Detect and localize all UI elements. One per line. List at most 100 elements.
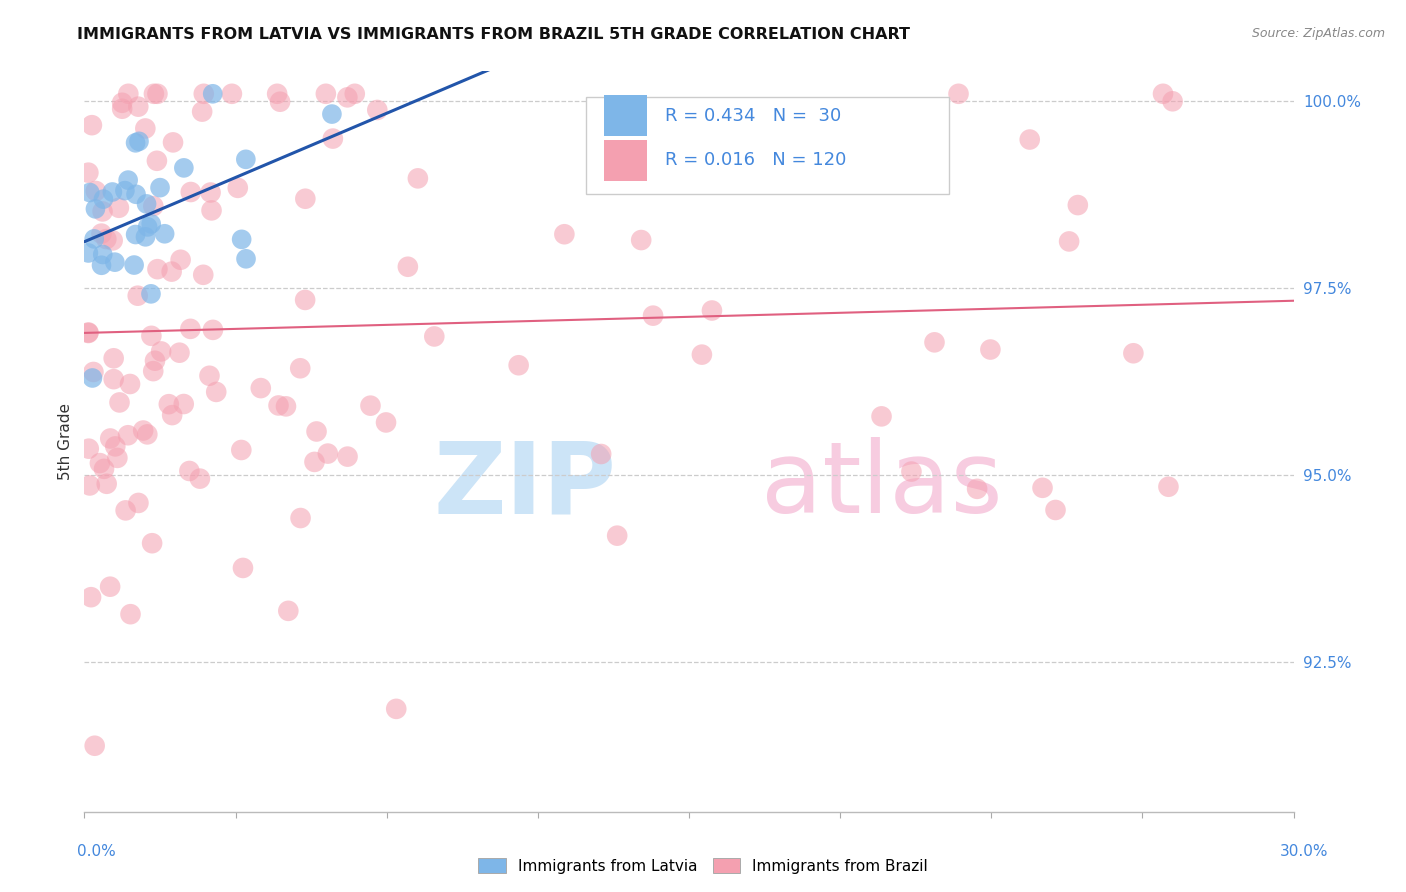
Point xyxy=(396,260,419,274)
Point xyxy=(1067,198,1090,212)
Point xyxy=(232,561,254,575)
Point xyxy=(1152,87,1174,101)
Point xyxy=(316,447,339,461)
Point xyxy=(114,503,136,517)
Point xyxy=(169,252,191,267)
Point xyxy=(235,153,257,167)
Point xyxy=(111,95,134,110)
Point xyxy=(134,229,156,244)
Point xyxy=(191,104,214,119)
Point xyxy=(127,289,149,303)
Y-axis label: 5th Grade: 5th Grade xyxy=(58,403,73,480)
Point xyxy=(124,227,146,242)
Text: 30.0%: 30.0% xyxy=(1281,845,1329,859)
Point xyxy=(169,345,191,359)
Point xyxy=(134,121,156,136)
Point xyxy=(201,87,224,101)
Point xyxy=(267,399,290,413)
Point xyxy=(127,100,149,114)
Point xyxy=(179,322,201,336)
Point xyxy=(136,427,159,442)
Point xyxy=(122,258,145,272)
Point xyxy=(103,372,125,386)
Point xyxy=(149,180,172,194)
Point xyxy=(117,87,139,101)
Point xyxy=(900,465,922,479)
Point xyxy=(93,192,115,206)
Point xyxy=(139,286,162,301)
Point xyxy=(266,87,288,101)
Point xyxy=(80,118,103,132)
Point xyxy=(127,496,149,510)
Point xyxy=(80,590,103,604)
Text: 0.0%: 0.0% xyxy=(77,845,117,859)
Point xyxy=(118,376,141,391)
Point xyxy=(89,456,111,470)
Point xyxy=(104,439,127,453)
Point xyxy=(84,202,107,216)
Point xyxy=(690,348,713,362)
Point xyxy=(966,482,988,496)
Point xyxy=(359,399,381,413)
Point xyxy=(200,203,222,218)
Point xyxy=(84,184,107,198)
Point xyxy=(226,181,249,195)
Point xyxy=(315,87,337,101)
Point xyxy=(77,326,100,340)
Point xyxy=(591,447,613,461)
Point xyxy=(146,153,169,168)
Point xyxy=(96,232,118,246)
Point xyxy=(290,511,312,525)
Point xyxy=(160,265,183,279)
Point xyxy=(104,255,127,269)
Point xyxy=(180,185,202,199)
Point xyxy=(90,258,112,272)
Point xyxy=(700,303,723,318)
Point xyxy=(198,368,221,383)
Point xyxy=(979,343,1001,357)
Text: R = 0.434   N =  30: R = 0.434 N = 30 xyxy=(665,107,841,125)
Bar xyxy=(605,140,647,180)
Point xyxy=(553,227,575,242)
Point xyxy=(103,351,125,366)
Point xyxy=(108,395,131,409)
Bar xyxy=(605,95,647,136)
Point xyxy=(423,329,446,343)
Point xyxy=(179,464,201,478)
Point xyxy=(870,409,893,424)
Point xyxy=(142,199,165,213)
Point xyxy=(146,87,169,101)
Point xyxy=(1057,235,1080,249)
Point xyxy=(142,87,165,101)
Point xyxy=(82,365,104,379)
Point xyxy=(385,702,408,716)
Point xyxy=(277,604,299,618)
Point xyxy=(1031,481,1053,495)
Point xyxy=(274,400,297,414)
Point xyxy=(105,450,128,465)
Point xyxy=(146,262,169,277)
Point xyxy=(205,384,228,399)
Point xyxy=(98,580,121,594)
Point xyxy=(231,442,253,457)
Point xyxy=(305,425,328,439)
Point xyxy=(193,87,215,101)
Text: R = 0.016   N = 120: R = 0.016 N = 120 xyxy=(665,152,846,169)
Point xyxy=(83,232,105,246)
Point xyxy=(336,90,359,104)
Point xyxy=(948,87,970,101)
Point xyxy=(101,185,124,199)
Point xyxy=(321,107,343,121)
Point xyxy=(173,161,195,175)
Point xyxy=(193,268,215,282)
Point xyxy=(117,173,139,187)
Legend: Immigrants from Latvia, Immigrants from Brazil: Immigrants from Latvia, Immigrants from … xyxy=(472,852,934,880)
Point xyxy=(90,227,112,241)
Point xyxy=(173,397,195,411)
Point xyxy=(114,184,136,198)
Point xyxy=(343,87,366,101)
Point xyxy=(128,134,150,148)
Point xyxy=(366,103,388,117)
Point xyxy=(375,416,398,430)
Point xyxy=(141,329,163,343)
